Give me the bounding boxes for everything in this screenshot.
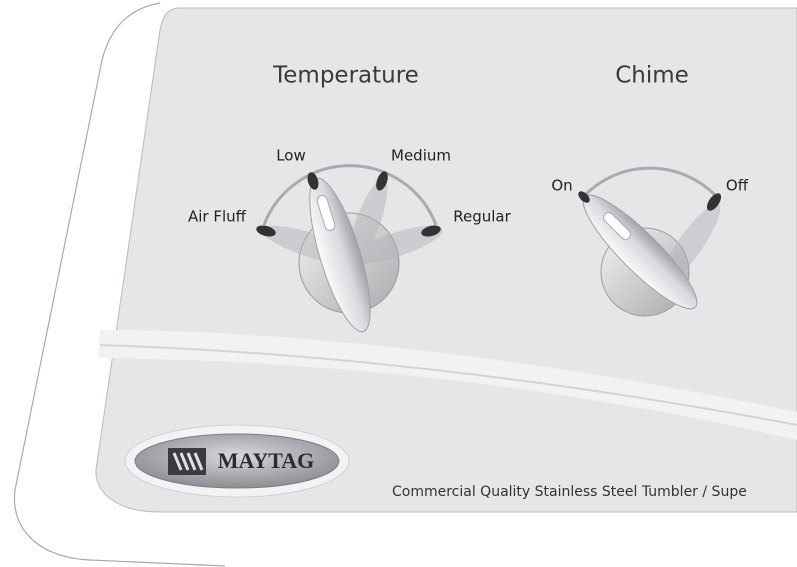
logo-mark — [168, 448, 206, 475]
dial-arc — [262, 164, 438, 226]
logo-mark-lines — [172, 452, 204, 471]
option-label: Low — [276, 147, 306, 165]
swoosh-line — [99, 344, 797, 426]
handle-grip — [316, 195, 336, 231]
option-label: Air Fluff — [188, 208, 247, 226]
tagline: Commercial Quality Stainless Steel Tumbl… — [392, 484, 747, 500]
brand-name: MAYTAG — [218, 448, 315, 473]
control-title: Chime — [615, 63, 689, 89]
handle-grip — [603, 212, 631, 240]
pointer-tip — [376, 171, 388, 191]
dial-arc — [582, 166, 718, 198]
option-label: Regular — [453, 208, 511, 226]
pointer-tip — [421, 225, 441, 237]
pointer-tip — [706, 193, 722, 211]
housing-outline — [13, 2, 226, 567]
pointer-tip — [578, 191, 590, 203]
option-label: On — [551, 177, 572, 195]
swoosh — [98, 330, 797, 440]
control-title: Temperature — [272, 63, 419, 89]
pointer-tip — [307, 172, 319, 190]
option-label: Off — [726, 177, 749, 195]
pointer-tip — [256, 225, 276, 237]
option-label: Medium — [391, 147, 451, 165]
